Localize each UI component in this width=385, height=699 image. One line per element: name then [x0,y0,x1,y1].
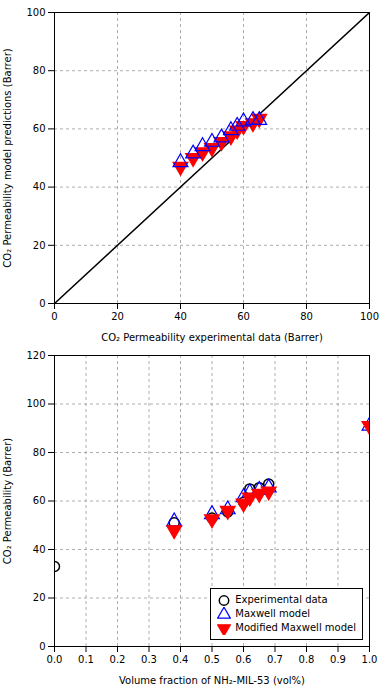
html-text:Maxwell model: Maxwell model [235,608,311,619]
svg-text:100: 100 [26,398,45,409]
svg-text:1.0: 1.0 [362,654,378,665]
svg-text:60: 60 [33,495,46,506]
svg-text:0.0: 0.0 [47,654,63,665]
svg-text:0.8: 0.8 [299,654,315,665]
svg-text:80: 80 [33,447,46,458]
html-text:Modified Maxwell model: Modified Maxwell model [235,622,356,633]
svg-text:80: 80 [300,311,313,322]
svg-text:CO₂ Permeability (Barrer): CO₂ Permeability (Barrer) [2,438,13,565]
svg-text:120: 120 [26,350,45,361]
svg-text:0.1: 0.1 [78,654,94,665]
svg-text:0.7: 0.7 [267,654,283,665]
svg-text:0.4: 0.4 [173,654,189,665]
svg-text:CO₂ Permeability model predict: CO₂ Permeability model predictions (Barr… [2,48,13,267]
svg-text:20: 20 [111,311,124,322]
html-text:Experimental data: Experimental data [235,594,328,605]
svg-text:0.3: 0.3 [141,654,157,665]
svg-text:Volume fraction of NH₂-MIL-53: Volume fraction of NH₂-MIL-53 (vol%) [119,675,305,686]
svg-text:0: 0 [51,311,57,322]
svg-text:20: 20 [33,592,46,603]
svg-text:40: 40 [174,311,187,322]
svg-text:0: 0 [39,641,45,652]
svg-text:20: 20 [33,240,46,251]
svg-text:100: 100 [360,311,379,322]
svg-text:0.5: 0.5 [204,654,220,665]
svg-text:60: 60 [237,311,250,322]
svg-text:40: 40 [33,181,46,192]
svg-text:40: 40 [33,544,46,555]
svg-text:0.6: 0.6 [236,654,252,665]
svg-text:CO₂ Permeability experimental: CO₂ Permeability experimental data (Barr… [101,332,323,343]
svg-text:0: 0 [39,298,45,309]
svg-text:100: 100 [26,7,45,18]
svg-text:80: 80 [33,65,46,76]
svg-text:60: 60 [33,123,46,134]
svg-text:0.9: 0.9 [330,654,346,665]
svg-text:0.2: 0.2 [110,654,126,665]
